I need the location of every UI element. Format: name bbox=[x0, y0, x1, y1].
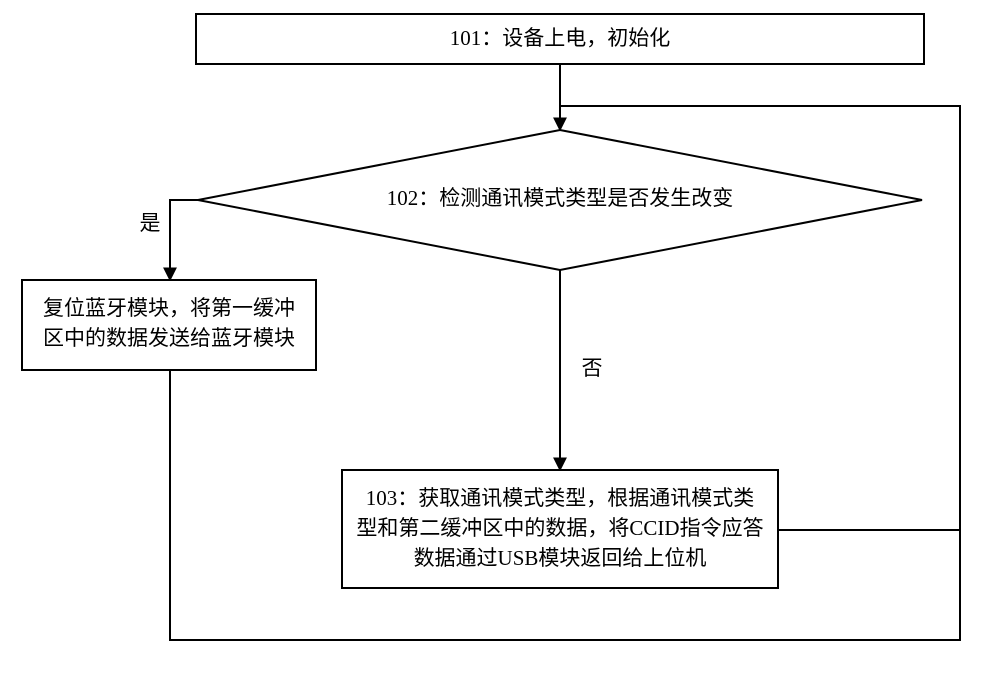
node-103-line1: 103：获取通讯模式类型，根据通讯模式类 bbox=[366, 486, 755, 510]
node-103-line3: 数据通过USB模块返回给上位机 bbox=[414, 546, 707, 570]
node-reset-bluetooth: 复位蓝牙模块，将第一缓冲 区中的数据发送给蓝牙模块 bbox=[22, 280, 316, 370]
node-102-text: 102：检测通讯模式类型是否发生改变 bbox=[387, 186, 734, 210]
edge-102-yes-to-reset bbox=[170, 200, 198, 280]
node-103-line2: 型和第二缓冲区中的数据，将CCID指令应答 bbox=[356, 516, 763, 540]
node-101: 101：设备上电，初始化 bbox=[196, 14, 924, 64]
node-reset-line1: 复位蓝牙模块，将第一缓冲 bbox=[43, 296, 295, 320]
node-103: 103：获取通讯模式类型，根据通讯模式类 型和第二缓冲区中的数据，将CCID指令… bbox=[342, 470, 778, 588]
node-102: 102：检测通讯模式类型是否发生改变 bbox=[198, 130, 922, 270]
node-101-text: 101：设备上电，初始化 bbox=[450, 26, 671, 50]
node-reset-line2: 区中的数据发送给蓝牙模块 bbox=[43, 326, 295, 350]
edge-label-no: 否 bbox=[582, 356, 603, 380]
flowchart-diagram: 是 否 101：设备上电，初始化 102：检测通讯模式类型是否发生改变 复位蓝牙… bbox=[0, 0, 1000, 674]
edge-label-yes: 是 bbox=[140, 211, 161, 235]
